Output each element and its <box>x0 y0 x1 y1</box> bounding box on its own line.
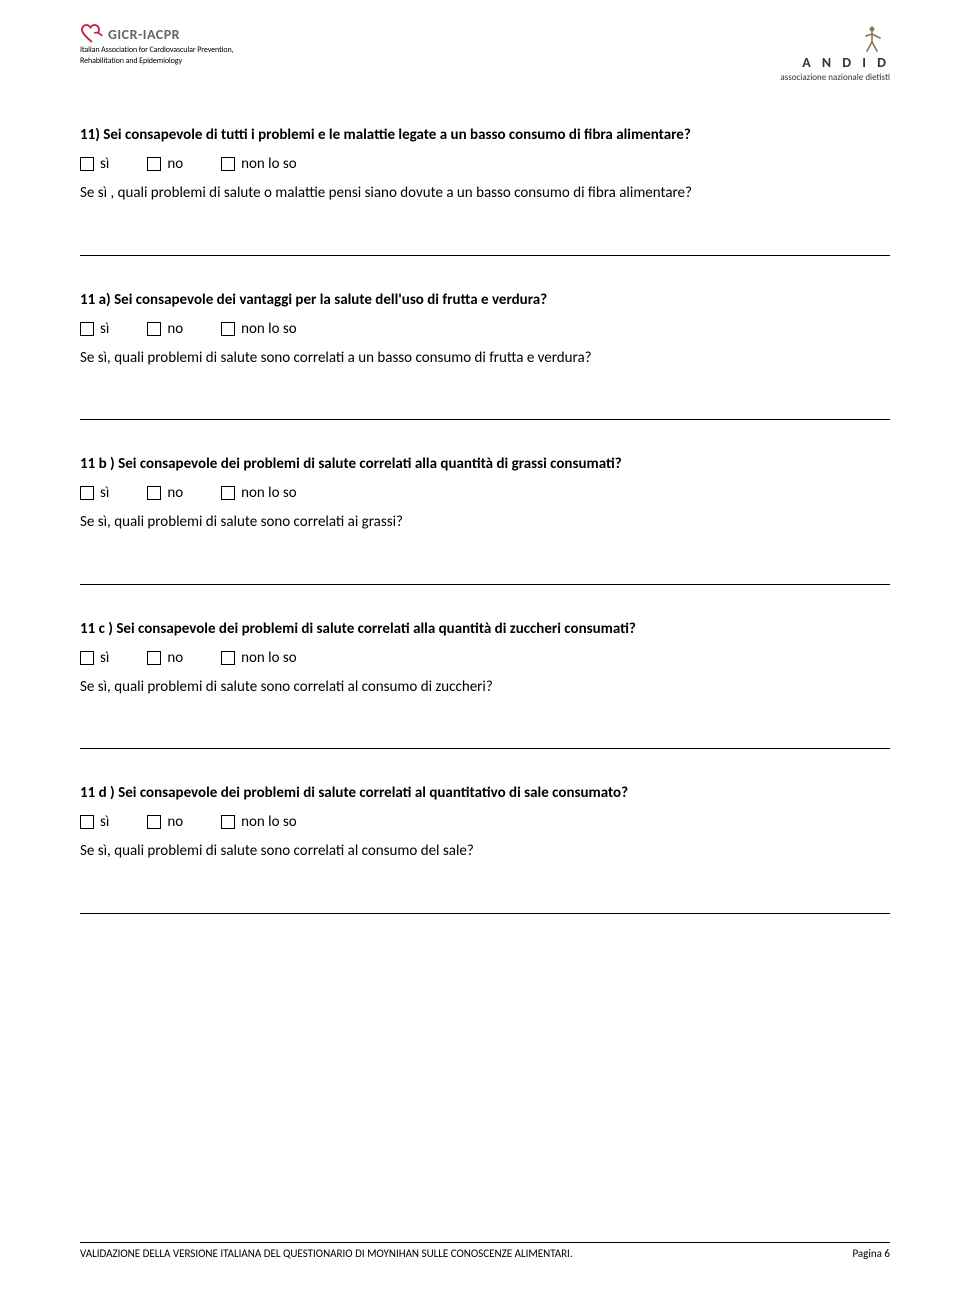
checkbox-box-icon <box>147 815 161 829</box>
question-11a: 11 a) Sei consapevole dei vantaggi per l… <box>80 290 890 369</box>
answer-line[interactable] <box>80 715 890 749</box>
checkbox-unknown[interactable]: non lo so <box>221 320 297 338</box>
question-11: 11) Sei consapevole di tutti i problemi … <box>80 125 890 204</box>
logo-left-sub2: Rehabilitation and Epidemiology <box>80 56 234 66</box>
checkbox-row: sì no non lo so <box>80 484 890 502</box>
footer-title: VALIDAZIONE DELLA VERSIONE ITALIANA DEL … <box>80 1247 573 1260</box>
followup-text: Se sì , quali problemi di salute o malat… <box>80 183 890 203</box>
checkbox-label: no <box>167 649 183 667</box>
followup-text: Se sì, quali problemi di salute sono cor… <box>80 348 890 368</box>
checkbox-box-icon <box>80 322 94 336</box>
checkbox-label: sì <box>100 649 109 667</box>
checkbox-unknown[interactable]: non lo so <box>221 649 297 667</box>
checkbox-label: no <box>167 155 183 173</box>
person-icon <box>854 24 890 54</box>
checkbox-yes[interactable]: sì <box>80 649 109 667</box>
question-11b: 11 b ) Sei consapevole dei problemi di s… <box>80 454 890 533</box>
checkbox-label: sì <box>100 484 109 502</box>
checkbox-label: no <box>167 813 183 831</box>
checkbox-box-icon <box>221 651 235 665</box>
page-footer: VALIDAZIONE DELLA VERSIONE ITALIANA DEL … <box>80 1242 890 1260</box>
followup-text: Se sì, quali problemi di salute sono cor… <box>80 512 890 532</box>
logo-left-sub1: Italian Association for Cardiovascular P… <box>80 45 234 55</box>
question-text: 11 b ) Sei consapevole dei problemi di s… <box>80 454 890 474</box>
checkbox-yes[interactable]: sì <box>80 155 109 173</box>
checkbox-no[interactable]: no <box>147 155 183 173</box>
checkbox-no[interactable]: no <box>147 484 183 502</box>
checkbox-box-icon <box>147 486 161 500</box>
page-header: GICR-IACPR Italian Association for Cardi… <box>80 24 890 83</box>
answer-line[interactable] <box>80 551 890 585</box>
checkbox-label: non lo so <box>241 649 297 667</box>
heart-icon <box>80 24 104 44</box>
checkbox-label: non lo so <box>241 484 297 502</box>
checkbox-box-icon <box>221 486 235 500</box>
answer-line[interactable] <box>80 222 890 256</box>
checkbox-box-icon <box>221 157 235 171</box>
checkbox-box-icon <box>80 157 94 171</box>
answer-line[interactable] <box>80 386 890 420</box>
question-text: 11) Sei consapevole di tutti i problemi … <box>80 125 890 145</box>
checkbox-box-icon <box>221 322 235 336</box>
checkbox-box-icon <box>147 651 161 665</box>
logo-right: A N D I D associazione nazionale dietist… <box>780 24 890 83</box>
checkbox-label: non lo so <box>241 155 297 173</box>
checkbox-label: no <box>167 484 183 502</box>
checkbox-unknown[interactable]: non lo so <box>221 813 297 831</box>
checkbox-label: no <box>167 320 183 338</box>
answer-line[interactable] <box>80 880 890 914</box>
checkbox-box-icon <box>147 322 161 336</box>
checkbox-label: sì <box>100 813 109 831</box>
checkbox-unknown[interactable]: non lo so <box>221 484 297 502</box>
checkbox-label: sì <box>100 320 109 338</box>
logo-left-name: GICR-IACPR <box>108 26 180 43</box>
checkbox-no[interactable]: no <box>147 320 183 338</box>
checkbox-box-icon <box>80 651 94 665</box>
checkbox-label: sì <box>100 155 109 173</box>
checkbox-row: sì no non lo so <box>80 649 890 667</box>
checkbox-box-icon <box>80 815 94 829</box>
questionnaire-content: 11) Sei consapevole di tutti i problemi … <box>80 125 890 914</box>
checkbox-row: sì no non lo so <box>80 155 890 173</box>
logo-right-sub: associazione nazionale dietisti <box>780 72 890 83</box>
checkbox-box-icon <box>147 157 161 171</box>
checkbox-unknown[interactable]: non lo so <box>221 155 297 173</box>
question-11d: 11 d ) Sei consapevole dei problemi di s… <box>80 783 890 862</box>
question-text: 11 a) Sei consapevole dei vantaggi per l… <box>80 290 890 310</box>
checkbox-yes[interactable]: sì <box>80 484 109 502</box>
checkbox-yes[interactable]: sì <box>80 320 109 338</box>
checkbox-box-icon <box>80 486 94 500</box>
followup-text: Se sì, quali problemi di salute sono cor… <box>80 841 890 861</box>
checkbox-label: non lo so <box>241 320 297 338</box>
question-11c: 11 c ) Sei consapevole dei problemi di s… <box>80 619 890 698</box>
question-text: 11 c ) Sei consapevole dei problemi di s… <box>80 619 890 639</box>
checkbox-row: sì no non lo so <box>80 320 890 338</box>
logo-right-name: A N D I D <box>780 54 890 71</box>
question-text: 11 d ) Sei consapevole dei problemi di s… <box>80 783 890 803</box>
followup-text: Se sì, quali problemi di salute sono cor… <box>80 677 890 697</box>
logo-left: GICR-IACPR Italian Association for Cardi… <box>80 24 234 66</box>
footer-page-number: Pagina 6 <box>852 1247 890 1260</box>
checkbox-label: non lo so <box>241 813 297 831</box>
checkbox-yes[interactable]: sì <box>80 813 109 831</box>
checkbox-no[interactable]: no <box>147 813 183 831</box>
checkbox-box-icon <box>221 815 235 829</box>
checkbox-row: sì no non lo so <box>80 813 890 831</box>
checkbox-no[interactable]: no <box>147 649 183 667</box>
